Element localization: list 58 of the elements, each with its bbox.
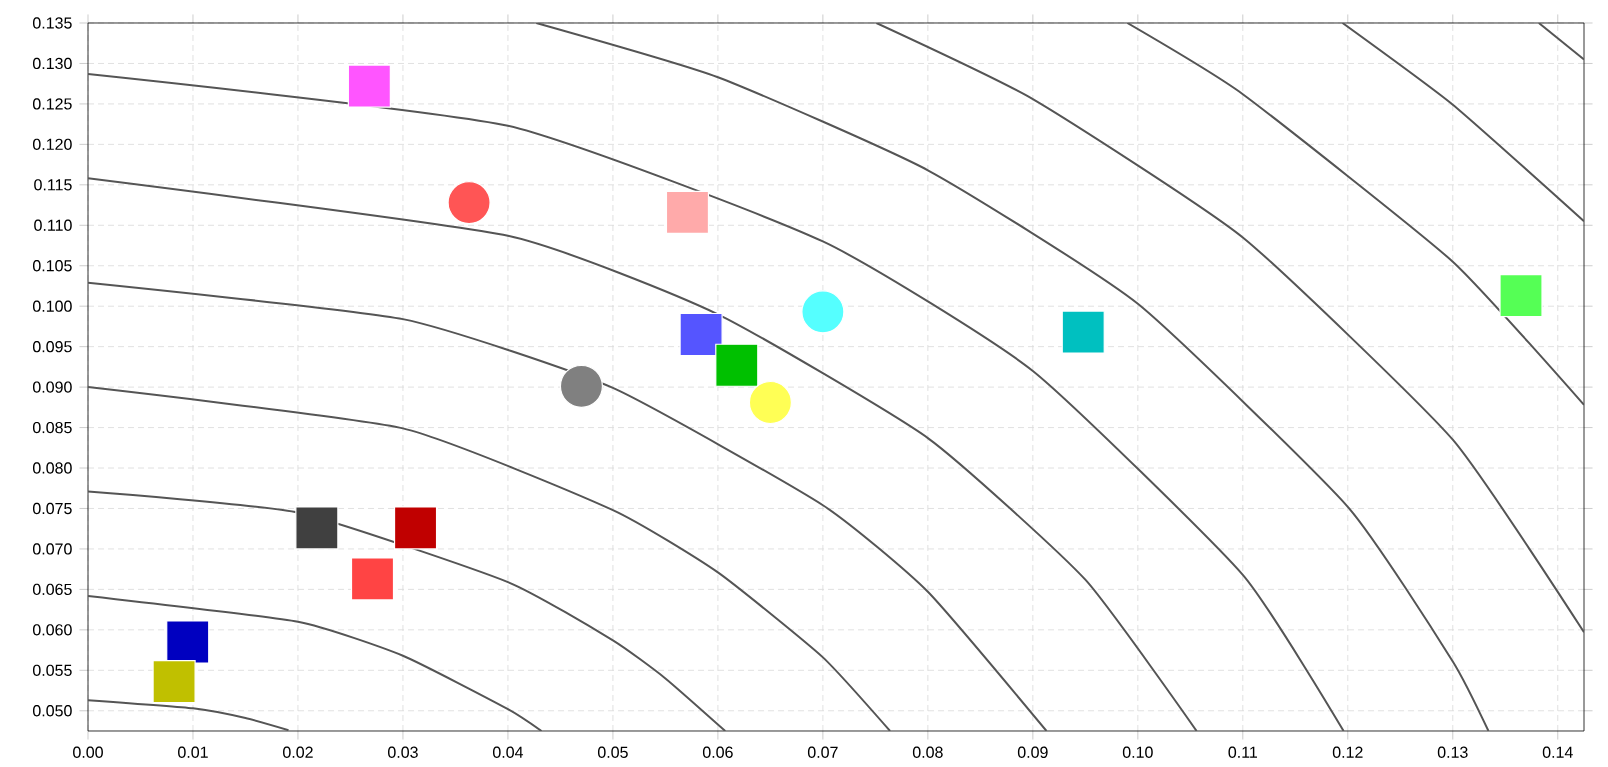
x-tick-label: 0.04 xyxy=(492,746,524,758)
point xyxy=(679,312,723,357)
x-tick-label: 0.09 xyxy=(1017,746,1048,758)
y-tick-label: 0.090 xyxy=(32,381,72,393)
point xyxy=(350,557,395,601)
y-tick-label: 0.100 xyxy=(32,300,72,312)
x-tick-label: 0.10 xyxy=(1122,746,1153,758)
point xyxy=(1061,310,1105,354)
x-tick-label: 0.11 xyxy=(1228,746,1258,758)
line-series xyxy=(88,177,1198,731)
y-tick-label: 0.070 xyxy=(32,543,72,555)
y-tick-label: 0.055 xyxy=(32,664,72,676)
line-series xyxy=(88,281,1048,731)
point xyxy=(1499,274,1543,318)
x-tick-label: 0.08 xyxy=(912,746,943,758)
x-tick-label: 0.03 xyxy=(388,746,418,758)
line-series xyxy=(88,72,1345,731)
x-tick-label: 0.05 xyxy=(597,746,628,758)
line-series xyxy=(88,490,727,731)
point xyxy=(152,660,196,704)
line-series xyxy=(88,594,543,731)
point xyxy=(559,364,604,408)
x-tick-label: 0.00 xyxy=(73,746,103,758)
line-series xyxy=(88,386,892,731)
y-tick-label: 0.065 xyxy=(32,583,72,596)
x-tick-label: 0.14 xyxy=(1542,746,1573,758)
y-tick-label: 0.085 xyxy=(32,421,72,434)
y-tick-label: 0.130 xyxy=(32,57,72,70)
y-tick-label: 0.115 xyxy=(34,179,72,191)
line-series xyxy=(88,699,290,731)
line-series xyxy=(535,22,1490,731)
y-tick-label: 0.125 xyxy=(32,98,72,110)
x-tick-label: 0.07 xyxy=(807,746,838,758)
point xyxy=(715,343,759,387)
y-tick-label: 0.080 xyxy=(32,462,72,474)
point xyxy=(347,64,391,108)
point xyxy=(295,506,339,550)
point xyxy=(447,181,491,225)
y-tick-label: 0.060 xyxy=(32,624,72,636)
point xyxy=(393,506,438,550)
line-series xyxy=(1126,22,1585,406)
y-tick-label: 0.095 xyxy=(32,341,72,353)
x-tick-label: 0.02 xyxy=(283,746,313,758)
x-tick-label: 0.06 xyxy=(702,746,733,758)
y-tick-label: 0.075 xyxy=(32,502,72,515)
line-series xyxy=(875,22,1585,634)
y-tick-label: 0.105 xyxy=(32,260,72,272)
point xyxy=(748,380,792,425)
x-tick-label: 0.13 xyxy=(1437,746,1468,758)
point xyxy=(166,620,210,664)
point xyxy=(801,290,845,334)
y-tick-label: 0.050 xyxy=(32,705,72,717)
x-tick-label: 0.12 xyxy=(1332,746,1363,758)
y-tick-label: 0.120 xyxy=(32,138,72,151)
point xyxy=(665,190,710,234)
y-tick-label: 0.110 xyxy=(34,219,72,231)
x-tick-label: 0.01 xyxy=(178,746,208,758)
y-tick-label: 0.135 xyxy=(32,17,72,29)
